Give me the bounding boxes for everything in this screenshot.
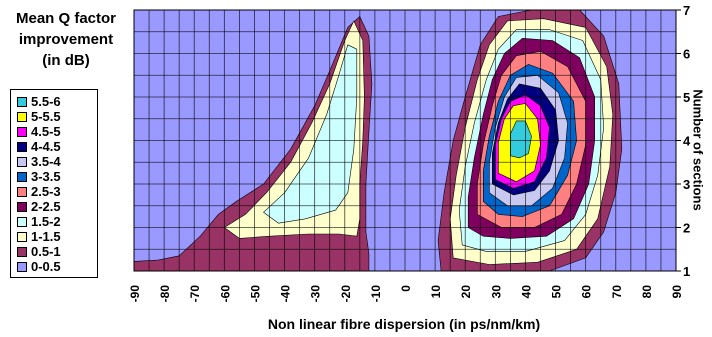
legend-label: 0.5-1 (31, 244, 61, 259)
y-tick-label: 4 (683, 134, 691, 149)
legend-label: 5-5.5 (31, 109, 61, 124)
legend-swatch (17, 201, 27, 212)
x-tick-label: 40 (519, 285, 533, 299)
legend-item: 0-0.5 (17, 259, 61, 274)
x-tick-label: 30 (489, 285, 503, 299)
legend-item: 2.5-3 (17, 184, 61, 199)
x-tick-label: 70 (610, 285, 624, 299)
y-tick-label: 7 (683, 3, 690, 18)
contour-region-2 (263, 44, 358, 224)
legend-swatch (17, 96, 27, 107)
legend-swatch (17, 171, 27, 182)
legend-label: 1-1.5 (31, 229, 61, 244)
chart-title-line-2: improvement (18, 31, 114, 48)
x-tick-label: -80 (158, 285, 172, 303)
legend-swatch (17, 111, 27, 122)
x-tick-label: 90 (670, 285, 684, 299)
x-tick-label: 80 (640, 285, 654, 299)
x-tick-label: 20 (459, 285, 473, 299)
legend-item: 3.5-4 (17, 154, 61, 169)
chart-title: Mean Q factor improvement (in dB) (0, 8, 132, 71)
legend-label: 5.5-6 (31, 94, 61, 109)
legend-item: 4.5-5 (17, 124, 61, 139)
axis-ticks: -90 -80 -70 -60 -50 -40 -30 -20 -10 0 10 20 30 40 50 60… (128, 3, 691, 302)
y-tick-label: 2 (683, 221, 690, 236)
legend-item: 3-3.5 (17, 169, 61, 184)
legend-item: 2-2.5 (17, 199, 61, 214)
legend-item: 5-5.5 (17, 109, 61, 124)
legend-item: 1.5-2 (17, 214, 61, 229)
x-tick-label: -90 (128, 285, 142, 303)
grid-lines (133, 9, 677, 272)
x-axis-label: Non linear fibre dispersion (in ps/nm/km… (267, 316, 541, 332)
x-tick-label: -70 (188, 285, 202, 303)
chart-title-line-3: (in dB) (42, 52, 90, 69)
legend-label: 3.5-4 (31, 154, 61, 169)
legend-item: 5.5-6 (17, 94, 61, 109)
legend-swatch (17, 231, 27, 242)
y-tick-label: 6 (683, 47, 690, 62)
legend: 5.5-6 5-5.5 4.5-5 4-4.5 3.5-4 3-3.5 2.5-3 2-2.5… (10, 89, 98, 278)
legend-swatch (17, 186, 27, 197)
x-tick-label: 10 (429, 285, 443, 299)
legend-label: 2-2.5 (31, 199, 61, 214)
y-axis-label: Number of sections (690, 89, 706, 211)
contour-region-13 (510, 120, 532, 159)
legend-item: 4-4.5 (17, 139, 61, 154)
legend-item: 0.5-1 (17, 244, 61, 259)
legend-label: 3-3.5 (31, 169, 61, 184)
legend-swatch (17, 126, 27, 137)
x-tick-label: -40 (279, 285, 293, 303)
x-tick-label: -20 (339, 285, 353, 303)
legend-item: 1-1.5 (17, 229, 61, 244)
chart-title-line-1: Mean Q factor (15, 10, 117, 27)
legend-label: 2.5-3 (31, 184, 61, 199)
legend-swatch (17, 216, 27, 227)
x-tick-label: -10 (369, 285, 383, 303)
legend-swatch (17, 156, 27, 167)
x-tick-label: -60 (218, 285, 232, 303)
legend-swatch (17, 261, 27, 272)
x-tick-label: -30 (309, 285, 323, 303)
legend-swatch (17, 246, 27, 257)
x-tick-label: 50 (550, 285, 564, 299)
x-tick-label: 60 (580, 285, 594, 299)
legend-label: 1.5-2 (31, 214, 61, 229)
x-tick-label: -50 (248, 285, 262, 303)
legend-swatch (17, 141, 27, 152)
x-tick-label: 0 (399, 285, 413, 292)
y-tick-label: 5 (683, 90, 690, 105)
legend-label: 4-4.5 (31, 139, 61, 154)
legend-label: 0-0.5 (31, 259, 61, 274)
y-tick-label: 3 (683, 177, 690, 192)
legend-label: 4.5-5 (31, 124, 61, 139)
y-tick-label: 1 (683, 264, 690, 279)
